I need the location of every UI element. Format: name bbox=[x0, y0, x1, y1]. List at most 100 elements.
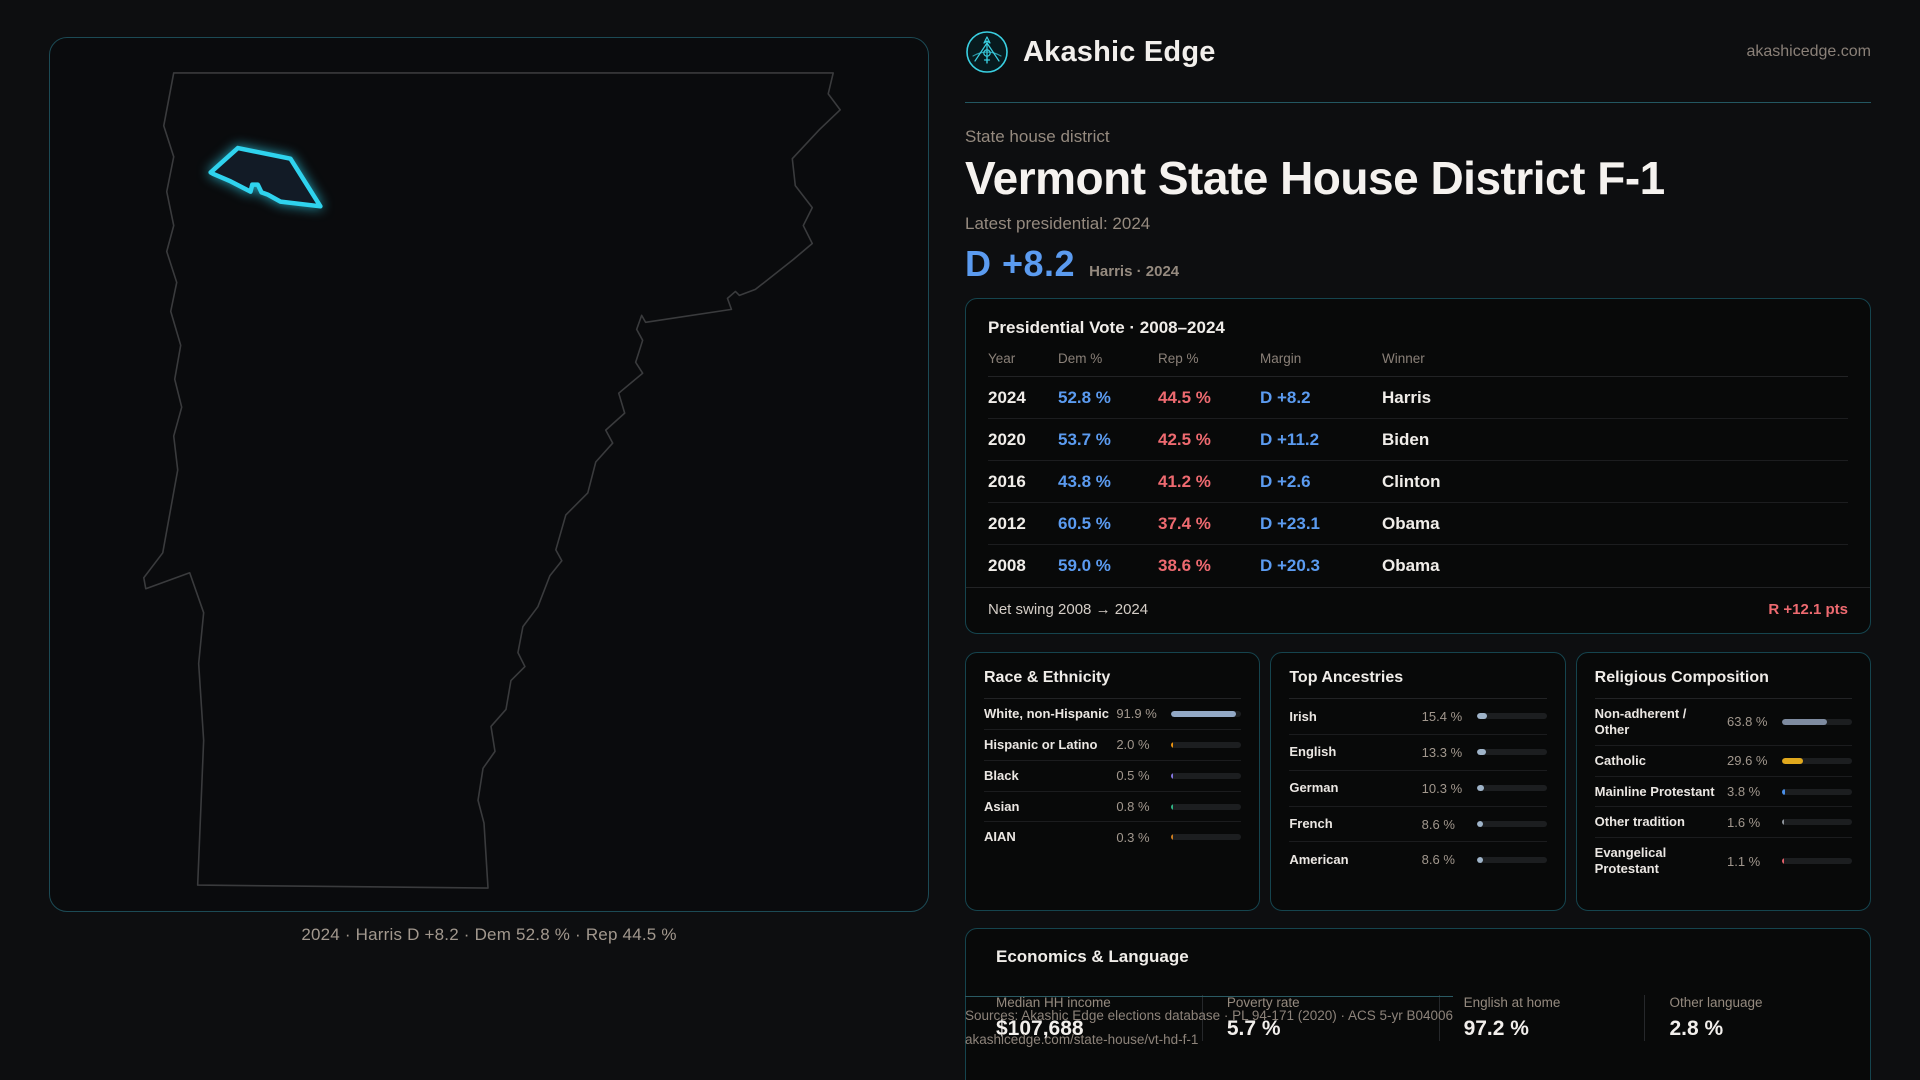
stat-label: English bbox=[1289, 744, 1337, 760]
stat-bar-fill bbox=[1782, 757, 1803, 764]
stat-bar bbox=[1476, 785, 1547, 792]
economics-stat-label: Poverty rate bbox=[1226, 995, 1300, 1010]
stat-bar bbox=[1476, 749, 1547, 756]
stat-bar-fill bbox=[1476, 749, 1486, 756]
race-ethnicity-card: Race & Ethnicity White, non-Hispanic 91.9… bbox=[965, 652, 1261, 911]
ancestries-card-title: Top Ancestries bbox=[1289, 669, 1547, 699]
stat-row: English 13.3 % bbox=[1289, 735, 1547, 771]
stat-row: Other tradition 1.6 % bbox=[1594, 807, 1852, 839]
stat-value: 91.9 % bbox=[1116, 706, 1157, 722]
vote-table-header: Year Dem % Rep % Margin Winner bbox=[988, 351, 1848, 377]
net-swing-value: R +12.1 pts bbox=[1768, 601, 1848, 618]
stat-bar-fill bbox=[1476, 785, 1484, 792]
stat-label: American bbox=[1289, 851, 1349, 867]
stat-value: 8.6 % bbox=[1421, 852, 1455, 868]
stat-label: Asian bbox=[984, 798, 1020, 814]
economics-stat-label: Other language bbox=[1669, 995, 1763, 1010]
sources-footer: Sources: Akashic Edge elections database… bbox=[965, 996, 1454, 1051]
stat-bar bbox=[1476, 713, 1547, 720]
ancestry-rows: Irish 15.4 % English 13.3 % German 10.3 % Fren… bbox=[1289, 699, 1547, 877]
vote-table-row: 2016 43.8 % 41.2 % D +2.6 Clinton bbox=[988, 461, 1848, 503]
vote-cell-dem: 43.8 % bbox=[1058, 471, 1111, 491]
stat-label: Black bbox=[984, 767, 1019, 783]
col-dem: Dem % bbox=[1058, 351, 1103, 366]
stat-label: Hispanic or Latino bbox=[984, 736, 1098, 752]
stat-label: Evangelical Protestant bbox=[1594, 845, 1667, 877]
vote-cell-margin: D +8.2 bbox=[1260, 387, 1311, 407]
stat-value: 1.6 % bbox=[1727, 814, 1761, 830]
net-swing-row: Net swing 2008 → 2024 R +12.1 pts bbox=[966, 587, 1870, 633]
vote-cell-year: 2016 bbox=[988, 471, 1026, 491]
presidential-vote-card: Presidential Vote · 2008–2024 Year Dem %… bbox=[965, 298, 1871, 634]
economics-stat-value: 97.2 % bbox=[1463, 1017, 1529, 1040]
stat-row: AIAN 0.3 % bbox=[984, 822, 1242, 852]
stat-value: 0.5 % bbox=[1116, 768, 1150, 784]
stat-bar-fill bbox=[1171, 772, 1174, 779]
economics-stat: Poverty rate 5.7 % bbox=[1201, 995, 1439, 1041]
brand-name: Akashic Edge bbox=[1023, 35, 1216, 68]
brand-domain-link[interactable]: akashicedge.com bbox=[1746, 43, 1871, 60]
highlighted-district-shape[interactable] bbox=[208, 145, 323, 209]
stat-row: Catholic 29.6 % bbox=[1594, 746, 1852, 777]
vote-cell-winner: Biden bbox=[1382, 429, 1430, 449]
economics-stat-value: $107,688 bbox=[996, 1017, 1084, 1040]
stat-bar-fill bbox=[1171, 741, 1174, 748]
district-kicker: State house district bbox=[965, 127, 1110, 146]
stat-row: Black 0.5 % bbox=[984, 761, 1242, 792]
vote-cell-dem: 60.5 % bbox=[1058, 513, 1111, 533]
stat-row: German 10.3 % bbox=[1289, 771, 1547, 807]
stat-bar-fill bbox=[1171, 710, 1236, 717]
margin-note: Harris · 2024 bbox=[1089, 263, 1180, 280]
district-map-panel bbox=[49, 37, 929, 912]
stat-value: 8.6 % bbox=[1421, 816, 1455, 832]
stat-bar-fill bbox=[1782, 819, 1785, 826]
col-rep: Rep % bbox=[1158, 351, 1199, 366]
stat-label: Other tradition bbox=[1594, 814, 1685, 830]
stat-bar-fill bbox=[1171, 834, 1174, 841]
vote-table-row: 2008 59.0 % 38.6 % D +20.3 Obama bbox=[988, 545, 1848, 587]
report-column: Akashic Edge akashicedge.com State house… bbox=[965, 30, 1871, 1080]
stat-row: French 8.6 % bbox=[1289, 807, 1547, 843]
stat-bar-fill bbox=[1782, 858, 1785, 865]
economics-language-card: Economics & Language Median HH income $10… bbox=[965, 928, 1871, 1080]
akashic-edge-logo-icon bbox=[966, 31, 1008, 73]
stat-row: Mainline Protestant 3.8 % bbox=[1594, 777, 1852, 808]
stat-label: German bbox=[1289, 780, 1339, 796]
stat-value: 13.3 % bbox=[1421, 744, 1463, 760]
vote-cell-rep: 37.4 % bbox=[1158, 513, 1211, 533]
header-divider bbox=[965, 102, 1871, 103]
vermont-state-outline bbox=[142, 72, 841, 889]
stat-row: Hispanic or Latino 2.0 % bbox=[984, 730, 1242, 761]
vote-cell-rep: 38.6 % bbox=[1158, 556, 1211, 575]
stat-label: White, non-Hispanic bbox=[984, 706, 1109, 721]
vote-cell-year: 2012 bbox=[988, 513, 1026, 533]
economics-stat-value: 2.8 % bbox=[1669, 1017, 1724, 1040]
religion-rows: Non-adherent / Other 63.8 % Catholic 29.6 %… bbox=[1594, 699, 1852, 884]
vote-cell-margin: D +23.1 bbox=[1260, 513, 1321, 533]
vote-cell-dem: 59.0 % bbox=[1058, 556, 1111, 575]
margin-headline: D +8.2 Harris · 2024 bbox=[965, 243, 1871, 285]
col-margin: Margin bbox=[1260, 351, 1302, 366]
stat-label: French bbox=[1289, 816, 1333, 832]
page-title: Vermont State House District F-1 bbox=[965, 152, 1665, 204]
vote-cell-rep: 44.5 % bbox=[1158, 387, 1211, 407]
vote-cell-winner: Clinton bbox=[1382, 471, 1441, 491]
stat-value: 63.8 % bbox=[1727, 714, 1768, 730]
vote-table-row: 2024 52.8 % 44.5 % D +8.2 Harris bbox=[988, 377, 1848, 419]
stat-value: 3.8 % bbox=[1727, 784, 1761, 799]
vote-table: Year Dem % Rep % Margin Winner 2024 52.8 … bbox=[988, 351, 1848, 587]
religious-composition-card: Religious Composition Non-adherent / Oth… bbox=[1575, 652, 1871, 911]
vermont-map bbox=[142, 72, 841, 889]
vote-cell-year: 2008 bbox=[988, 556, 1026, 575]
economics-stat-label: English at home bbox=[1463, 995, 1561, 1010]
vote-cell-winner: Harris bbox=[1382, 387, 1432, 407]
margin-value: D +8.2 bbox=[965, 243, 1076, 284]
stat-bar-fill bbox=[1171, 803, 1174, 810]
vote-cell-dem: 53.7 % bbox=[1058, 429, 1111, 449]
religion-card-title: Religious Composition bbox=[1594, 669, 1852, 699]
stat-label: Non-adherent / Other bbox=[1594, 706, 1687, 737]
stat-bar-fill bbox=[1782, 718, 1827, 725]
sources-permalink[interactable]: akashicedge.com/state-house/vt-hd-f-1 bbox=[965, 1031, 1199, 1047]
vote-cell-margin: D +2.6 bbox=[1260, 471, 1311, 491]
stat-value: 15.4 % bbox=[1421, 708, 1463, 724]
